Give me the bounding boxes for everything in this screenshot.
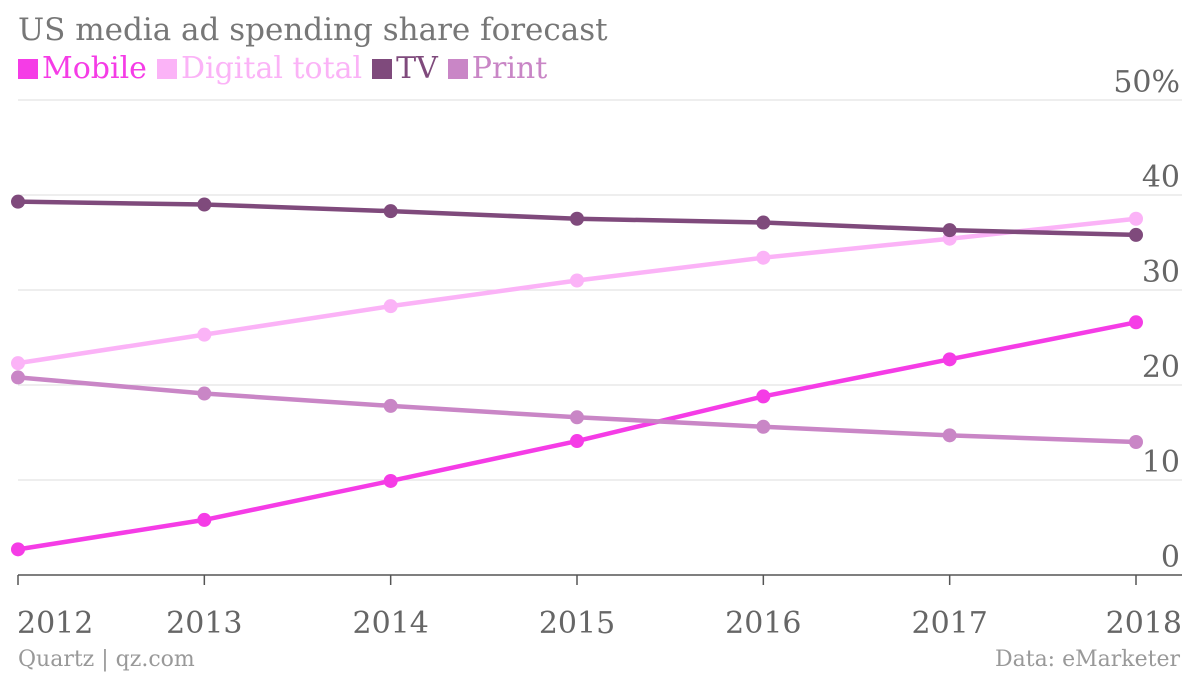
series-lines [11,194,1143,557]
x-tick-label: 2012 [17,606,93,641]
series-mobile [11,315,1143,557]
data-point [756,215,771,230]
series-tv [11,194,1143,242]
legend-swatch [372,59,393,79]
data-point [1129,435,1143,449]
data-point [756,389,771,404]
data-point [383,473,398,488]
data-point [11,356,25,371]
data-point [570,434,584,449]
data-point [942,428,957,443]
y-tick-label: 40 [1142,160,1180,195]
data-point [11,370,25,385]
legend-item: Print [447,50,548,88]
legend-item: Digital total [156,50,363,88]
data-point [1129,227,1143,242]
legend-label: Print [471,51,548,86]
data-point [197,197,212,212]
legend-item: Mobile [18,50,147,88]
data-point [756,250,771,265]
data-point [570,410,584,425]
legend-item: TV [372,50,438,88]
data-point [11,542,25,557]
legend-swatch [447,59,468,79]
chart-legend: Mobile Digital total TV Print [18,50,557,88]
legend-label: Mobile [42,51,147,86]
data-point [756,419,771,434]
data-point [197,512,212,527]
footer-credit: Quartz | qz.com [18,647,195,672]
data-point [383,299,398,314]
gridlines [18,99,1182,576]
series-digital-total [11,211,1143,371]
series-line [15,216,1139,366]
data-point [570,273,584,288]
data-point [942,223,957,238]
y-tick-labels: 0 10 20 30 40 50% [1113,65,1180,575]
legend-swatch [18,59,38,79]
data-point [383,204,398,219]
data-point [1129,315,1143,330]
x-tick-label: 2017 [911,606,987,641]
data-point [383,398,398,413]
x-tick-label: 2018 [1106,606,1182,641]
series-print [11,370,1143,449]
x-tick-label: 2015 [539,606,615,641]
data-point [1129,211,1143,226]
data-point [570,211,584,226]
data-point [197,327,212,342]
x-tick-label: 2013 [166,606,242,641]
series-line [15,375,1139,445]
y-tick-label: 0 [1161,540,1180,575]
data-point [197,386,212,401]
y-tick-label: 50% [1113,65,1180,100]
legend-label: TV [396,51,438,86]
y-tick-label: 30 [1142,255,1180,290]
y-tick-label: 20 [1142,350,1180,385]
x-tick-label: 2014 [352,606,428,641]
footer-data-source: Data: eMarketer [994,647,1180,672]
y-tick-label: 10 [1142,445,1180,480]
x-axis: 2012 2013 2014 2015 2016 2017 2018 [17,575,1182,641]
chart-title: US media ad spending share forecast [18,12,608,48]
x-tick-label: 2016 [725,606,801,641]
data-point [942,352,957,367]
data-point [11,194,25,209]
legend-label: Digital total [180,51,363,86]
legend-swatch [156,59,177,79]
